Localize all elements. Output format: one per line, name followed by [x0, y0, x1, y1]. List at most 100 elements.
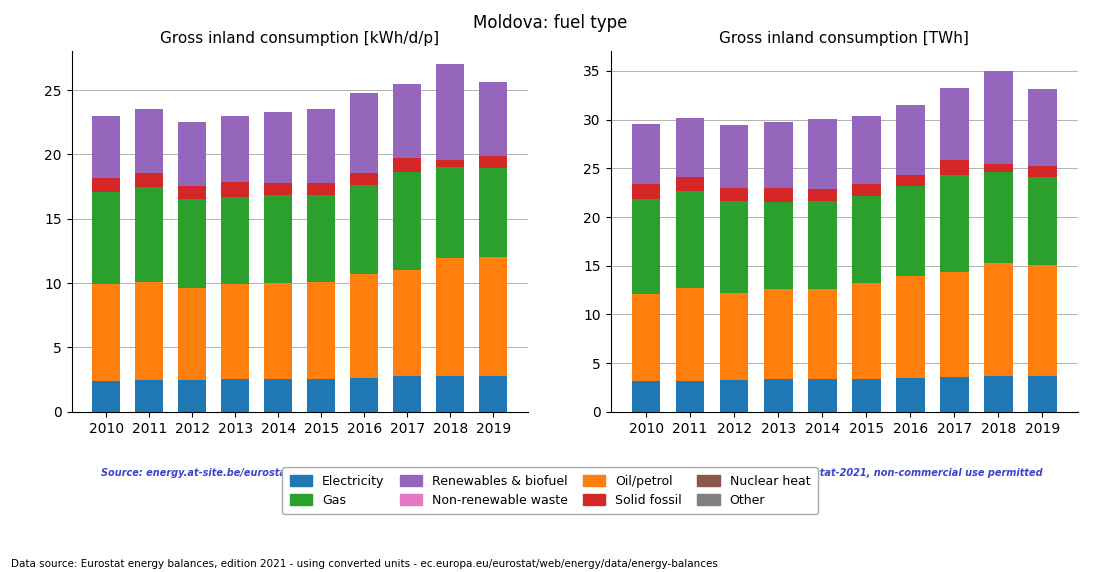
Bar — [1028, 166, 1057, 177]
Bar — [984, 164, 1013, 172]
Bar — [807, 289, 836, 379]
Bar — [984, 376, 1013, 412]
Bar — [264, 379, 293, 412]
Bar — [631, 381, 660, 412]
Bar — [307, 109, 336, 183]
Bar — [221, 117, 250, 182]
Title: Gross inland consumption [TWh]: Gross inland consumption [TWh] — [719, 31, 969, 46]
Bar — [631, 293, 660, 381]
Bar — [394, 158, 421, 172]
Bar — [437, 167, 464, 258]
Bar — [350, 379, 378, 412]
Bar — [675, 191, 704, 288]
Bar — [264, 195, 293, 283]
Bar — [631, 198, 660, 293]
Bar — [135, 187, 163, 283]
Bar — [896, 105, 925, 174]
Bar — [264, 112, 293, 183]
Bar — [719, 188, 748, 201]
Bar — [307, 379, 336, 412]
Bar — [1028, 177, 1057, 265]
Bar — [896, 276, 925, 378]
Text: Source: energy.at-site.be/eurostat-2021, non-commercial use permitted: Source: energy.at-site.be/eurostat-2021,… — [646, 468, 1043, 478]
Bar — [221, 379, 250, 412]
Bar — [178, 288, 206, 380]
Bar — [940, 272, 969, 377]
Bar — [675, 381, 704, 412]
Bar — [763, 202, 792, 289]
Bar — [178, 380, 206, 412]
Bar — [437, 258, 464, 376]
Bar — [1028, 376, 1057, 412]
Bar — [394, 376, 421, 412]
Bar — [763, 379, 792, 412]
Bar — [92, 192, 120, 284]
Bar — [307, 195, 336, 283]
Bar — [719, 201, 748, 292]
Bar — [940, 88, 969, 160]
Bar — [135, 283, 163, 380]
Bar — [480, 376, 507, 412]
Bar — [984, 172, 1013, 263]
Bar — [940, 174, 969, 272]
Bar — [264, 183, 293, 195]
Bar — [92, 381, 120, 412]
Bar — [1028, 265, 1057, 376]
Bar — [631, 184, 660, 198]
Bar — [437, 376, 464, 412]
Bar — [307, 183, 336, 195]
Bar — [178, 186, 206, 199]
Bar — [394, 172, 421, 269]
Bar — [350, 274, 378, 379]
Bar — [984, 71, 1013, 164]
Bar — [92, 116, 120, 178]
Bar — [394, 269, 421, 376]
Bar — [852, 184, 881, 196]
Bar — [178, 122, 206, 186]
Bar — [437, 160, 464, 168]
Bar — [631, 124, 660, 184]
Bar — [807, 379, 836, 412]
Bar — [675, 288, 704, 381]
Bar — [807, 119, 836, 189]
Bar — [896, 174, 925, 186]
Bar — [480, 156, 507, 168]
Bar — [480, 82, 507, 156]
Bar — [135, 109, 163, 173]
Bar — [178, 199, 206, 288]
Bar — [350, 185, 378, 274]
Title: Gross inland consumption [kWh/d/p]: Gross inland consumption [kWh/d/p] — [161, 31, 439, 46]
Bar — [480, 168, 507, 257]
Bar — [852, 283, 881, 379]
Bar — [940, 160, 969, 174]
Bar — [852, 379, 881, 412]
Text: Moldova: fuel type: Moldova: fuel type — [473, 14, 627, 32]
Bar — [92, 178, 120, 192]
Text: Source: energy.at-site.be/eurostat-2021, non-commercial use permitted: Source: energy.at-site.be/eurostat-2021,… — [101, 468, 498, 478]
Bar — [719, 292, 748, 380]
Bar — [221, 182, 250, 197]
Bar — [350, 173, 378, 185]
Bar — [135, 173, 163, 187]
Bar — [437, 65, 464, 160]
Bar — [221, 284, 250, 379]
Bar — [940, 377, 969, 412]
Bar — [719, 380, 748, 412]
Bar — [896, 186, 925, 276]
Bar — [264, 283, 293, 379]
Bar — [675, 118, 704, 177]
Bar — [807, 189, 836, 201]
Bar — [852, 116, 881, 184]
Bar — [675, 177, 704, 191]
Bar — [763, 188, 792, 202]
Bar — [92, 284, 120, 381]
Bar — [852, 196, 881, 283]
Bar — [763, 122, 792, 188]
Bar — [394, 84, 421, 158]
Bar — [480, 257, 507, 376]
Text: Data source: Eurostat energy balances, edition 2021 - using converted units - ec: Data source: Eurostat energy balances, e… — [11, 559, 718, 569]
Bar — [350, 93, 378, 173]
Bar — [307, 283, 336, 379]
Bar — [807, 201, 836, 289]
Bar — [984, 263, 1013, 376]
